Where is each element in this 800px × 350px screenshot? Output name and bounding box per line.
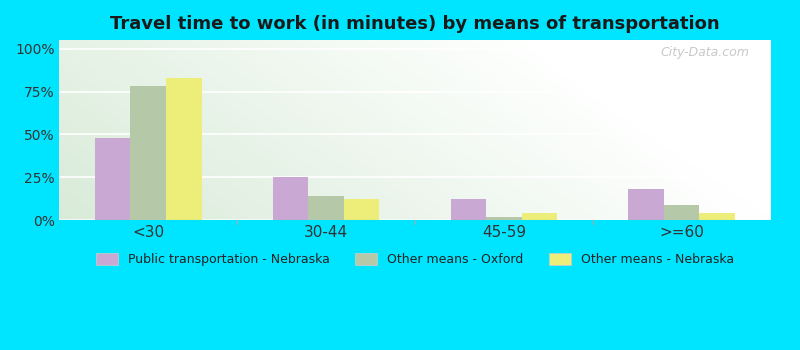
Bar — [664, 205, 699, 220]
Title: Travel time to work (in minutes) by means of transportation: Travel time to work (in minutes) by mean… — [110, 15, 720, 33]
Text: City-Data.com: City-Data.com — [661, 46, 750, 58]
Bar — [166, 78, 202, 220]
Bar — [486, 217, 522, 220]
Bar — [699, 213, 735, 220]
Bar — [95, 138, 130, 220]
Legend: Public transportation - Nebraska, Other means - Oxford, Other means - Nebraska: Public transportation - Nebraska, Other … — [90, 248, 739, 271]
Bar — [344, 199, 379, 220]
Bar — [450, 199, 486, 220]
Bar — [130, 86, 166, 220]
Bar — [628, 189, 664, 220]
Bar — [522, 213, 558, 220]
Bar — [273, 177, 308, 220]
Bar — [308, 196, 344, 220]
